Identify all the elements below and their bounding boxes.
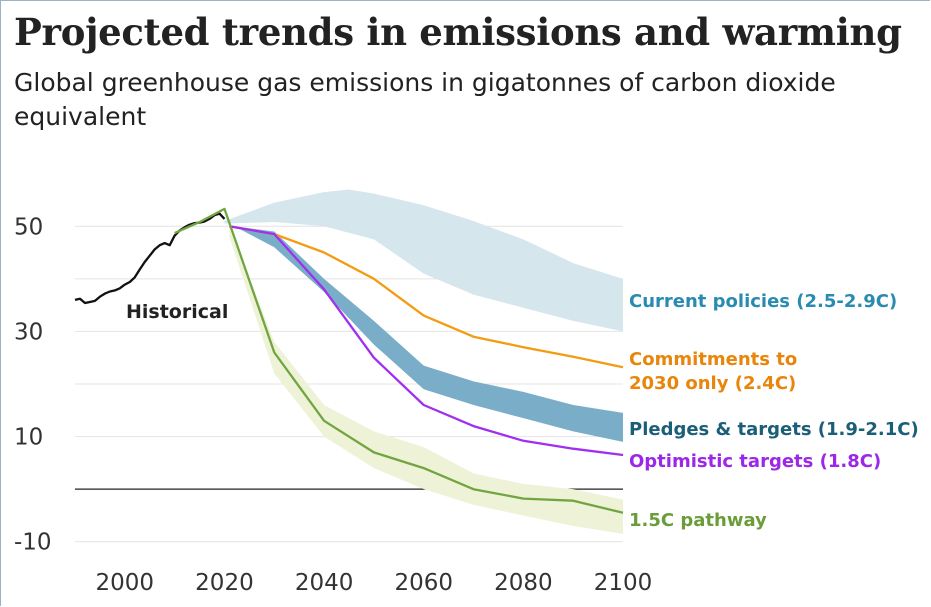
range-bands [224, 189, 624, 534]
label-optimistic-targets: Optimistic targets (1.8C) [629, 451, 881, 472]
x-axis-ticks: 2000 2020 2040 2060 2080 2100 [96, 570, 653, 596]
label-pledges-targets: Pledges & targets (1.9-2.1C) [629, 419, 919, 440]
label-1-5c-pathway: 1.5C pathway [629, 510, 767, 531]
line-commitments-to-2030-only-2-4c [229, 225, 624, 369]
x-tick-2080: 2080 [494, 570, 553, 596]
x-tick-2040: 2040 [295, 570, 354, 596]
line-1-5c-pathway [174, 207, 624, 514]
band-pledges-targets-1-9-2-1c [234, 226, 623, 442]
label-historical: Historical [126, 301, 228, 323]
line-optimistic-targets-1-8c [229, 225, 624, 457]
chart-subtitle: Global greenhouse gas emissions in gigat… [14, 68, 836, 131]
y-tick-50: 50 [14, 214, 43, 240]
y-tick-10: 10 [14, 425, 43, 451]
line-historical [74, 212, 226, 305]
x-tick-2100: 2100 [594, 570, 653, 596]
label-commitments-line2: 2030 only (2.4C) [629, 373, 796, 394]
x-tick-2000: 2000 [96, 570, 155, 596]
y-tick-30: 30 [14, 319, 43, 345]
y-tick--10: -10 [14, 530, 52, 556]
chart-title: Projected trends in emissions and warmin… [14, 10, 902, 54]
label-current-policies: Current policies (2.5-2.9C) [629, 291, 897, 312]
series-labels: Historical Current policies (2.5-2.9C) C… [126, 291, 919, 531]
x-tick-2060: 2060 [394, 570, 453, 596]
y-axis-ticks: 50 30 10 -10 [14, 214, 52, 555]
label-commitments-line1: Commitments to [629, 349, 797, 370]
x-tick-2020: 2020 [195, 570, 254, 596]
series-lines [74, 207, 624, 514]
band-current-policies-2-5-2-9c [224, 189, 624, 332]
